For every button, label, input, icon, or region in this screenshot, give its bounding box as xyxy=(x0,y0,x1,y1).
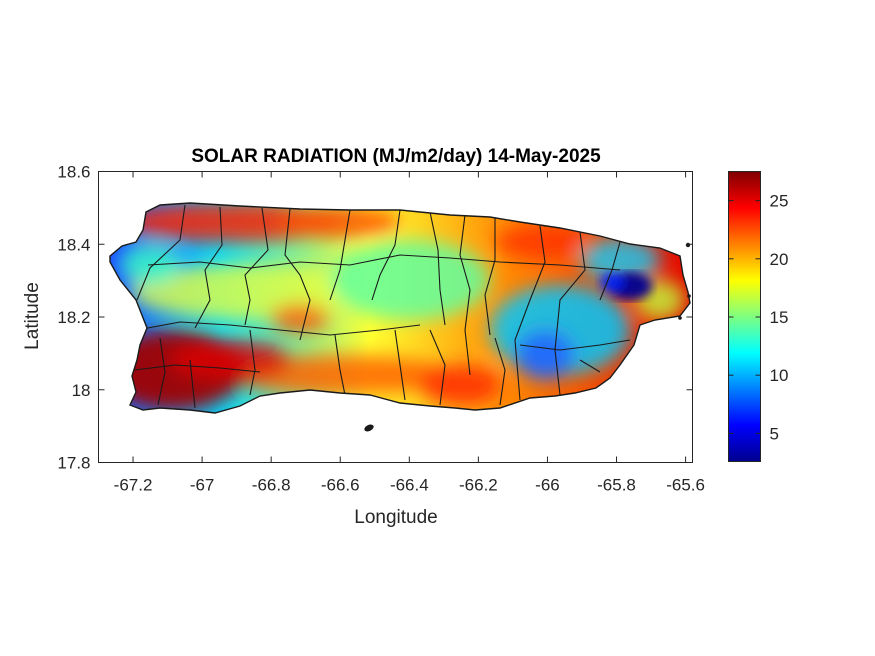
y-axis-label: Latitude xyxy=(22,282,43,350)
colorbar-tick-label: 25 xyxy=(770,192,789,211)
figure-title: SOLAR RADIATION (MJ/m2/day) 14-May-2025 xyxy=(191,146,601,167)
x-tick-label: -65.8 xyxy=(597,476,636,495)
y-tick-label: 18.4 xyxy=(57,235,90,254)
x-tick-label: -66.2 xyxy=(459,476,498,495)
x-tick-label: -65.6 xyxy=(666,476,705,495)
x-axis-label: Longitude xyxy=(354,507,437,528)
solar-radiation-field xyxy=(110,203,690,413)
colorbar-tick-label: 20 xyxy=(770,250,789,269)
x-tick-label: -67.2 xyxy=(114,476,153,495)
x-tick-label: -66 xyxy=(535,476,560,495)
y-tick-label: 17.8 xyxy=(57,454,90,473)
colorbar-tick-label: 15 xyxy=(770,308,789,327)
y-tick-label: 18.2 xyxy=(57,308,90,327)
municipality-boundaries xyxy=(134,204,631,409)
colorbar xyxy=(728,171,761,462)
y-tick-label: 18.6 xyxy=(57,163,90,182)
x-tick-label: -67 xyxy=(190,476,215,495)
x-axis: -67.2 -67 -66.8 -66.6 -66.4 -66.2 -66 -65.8 -65.… xyxy=(114,171,705,495)
y-axis: 18.6 18.4 18.2 18 17.8 xyxy=(57,163,693,473)
colorbar-tick-label: 5 xyxy=(770,424,779,443)
colorbar-ticks: 25 20 15 10 5 xyxy=(728,192,789,443)
x-tick-label: -66.8 xyxy=(252,476,291,495)
y-tick-label: 18 xyxy=(72,381,91,400)
x-tick-label: -66.4 xyxy=(390,476,429,495)
x-tick-label: -66.6 xyxy=(321,476,360,495)
colorbar-tick-label: 10 xyxy=(770,366,789,385)
